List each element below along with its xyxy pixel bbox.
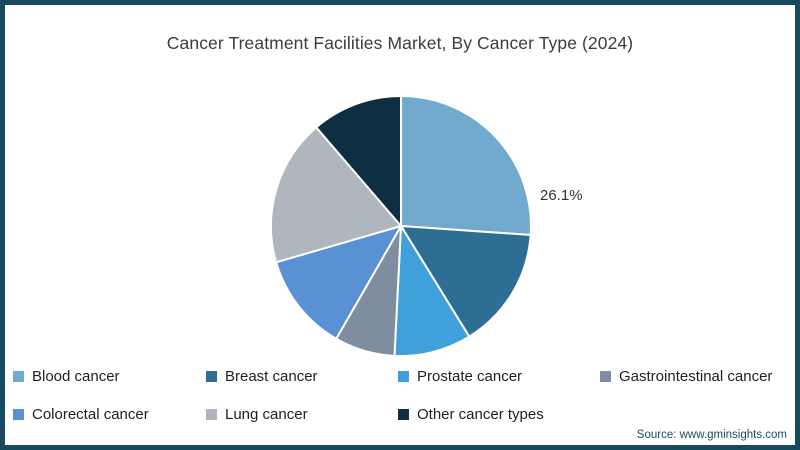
legend-label: Lung cancer bbox=[225, 405, 308, 423]
legend-item-gastrointestinal-cancer: Gastrointestinal cancer bbox=[600, 366, 791, 386]
source-note: Source: www.gminsights.com bbox=[636, 429, 787, 441]
pie-slice-other-cancer-types bbox=[315, 95, 402, 227]
legend-item-prostate-cancer: Prostate cancer bbox=[398, 366, 600, 386]
legend-swatch bbox=[13, 370, 24, 382]
chart-title: Cancer Treatment Facilities Market, By C… bbox=[166, 33, 634, 53]
slice-percent-label: 26.1% bbox=[540, 187, 583, 204]
pie-slice-prostate-cancer bbox=[393, 225, 471, 357]
legend-item-breast-cancer: Breast cancer bbox=[206, 366, 398, 386]
legend-swatch bbox=[206, 408, 217, 420]
legend-label: Gastrointestinal cancer bbox=[619, 367, 773, 385]
legend: Blood cancer Breast cancer Prostate cancer… bbox=[13, 366, 791, 424]
legend-label: Prostate cancer bbox=[417, 367, 523, 385]
legend-swatch bbox=[398, 408, 409, 420]
legend-label: Blood cancer bbox=[32, 367, 120, 385]
pie-slice-breast-cancer bbox=[400, 225, 532, 338]
legend-label: Breast cancer bbox=[225, 367, 318, 385]
legend-item-other-cancer-types: Other cancer types bbox=[398, 404, 600, 424]
legend-swatch bbox=[13, 408, 24, 420]
legend-swatch bbox=[206, 370, 217, 382]
legend-item-lung-cancer: Lung cancer bbox=[206, 404, 398, 424]
legend-item-blood-cancer: Blood cancer bbox=[13, 366, 206, 386]
legend-label: Other cancer types bbox=[417, 405, 544, 423]
legend-swatch bbox=[398, 370, 409, 382]
pie-slice-lung-cancer bbox=[269, 126, 402, 264]
pie-slice-blood-cancer bbox=[400, 95, 532, 236]
legend-item-colorectal-cancer: Colorectal cancer bbox=[13, 404, 206, 424]
legend-label: Colorectal cancer bbox=[32, 405, 149, 423]
pie-chart bbox=[269, 95, 532, 357]
legend-swatch bbox=[600, 370, 611, 382]
